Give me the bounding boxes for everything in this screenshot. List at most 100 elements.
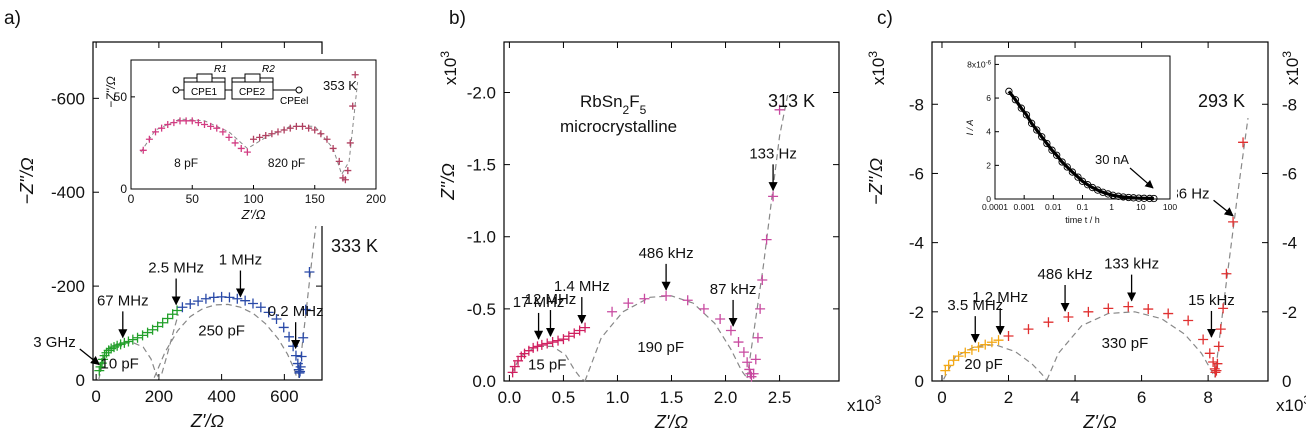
inset-data-point: [170, 119, 178, 127]
inset-data-point: [164, 121, 172, 128]
data-point: [536, 339, 547, 350]
y-tick-label: -4: [909, 234, 924, 253]
inset-data-point: [1114, 192, 1123, 200]
x-multiplier: x103: [847, 393, 881, 415]
inset-data-point: [1053, 151, 1061, 159]
fit-curve: [746, 92, 789, 379]
data-point: [750, 354, 761, 365]
data-point: [574, 325, 585, 336]
inset-data-point: [268, 130, 276, 138]
inset-x-tick-label: 0.01: [1045, 202, 1062, 212]
data-point: [757, 275, 768, 286]
data-point: [542, 338, 553, 349]
inset-x-label: Z'/Ω: [241, 207, 266, 222]
inset-data-point: [1043, 139, 1051, 148]
annotation-label: 486 kHz: [639, 245, 694, 262]
y-tick-label: -1.5: [467, 156, 496, 175]
inset-data-point: [1048, 146, 1056, 154]
data-point: [123, 336, 134, 347]
inset-data-point: [152, 128, 159, 136]
x-tick-label: 8: [1203, 388, 1212, 407]
fit-curve: [943, 344, 1048, 381]
inset-y-tick-label: 0: [120, 182, 127, 196]
inset-x-tick-label: 0.001: [1014, 202, 1036, 212]
x-tick-label: 1.0: [606, 388, 630, 407]
inset-data-point: [158, 124, 166, 132]
inset-data-point: [323, 135, 331, 143]
data-point: [528, 342, 539, 353]
cpe-el-label: CPEel: [280, 96, 308, 107]
data-point: [986, 337, 997, 348]
inset-data-point: [1099, 188, 1107, 196]
inset-data-point: [1011, 96, 1020, 104]
inset-annotation: 30 nA: [1095, 152, 1129, 167]
cpe1-label: CPE1: [191, 87, 218, 98]
data-point: [993, 335, 1004, 346]
data-point: [1163, 308, 1174, 319]
annotation-label: 133 Hz: [749, 145, 797, 162]
data-point: [558, 334, 569, 345]
inset-data-point: [201, 121, 208, 128]
temperature-label: 293 K: [1198, 91, 1245, 111]
data-point: [127, 334, 138, 345]
data-point: [177, 302, 188, 313]
annotation-label: 17 MHz: [513, 294, 565, 311]
data-point: [1208, 356, 1219, 367]
data-point: [1238, 137, 1249, 148]
annotation-label: 87 kHz: [710, 281, 757, 298]
data-point: [142, 327, 153, 338]
inset-data-point: [1058, 158, 1066, 166]
cpe2-label: CPE2: [239, 87, 266, 98]
inset-x-label: time t / h: [1065, 215, 1100, 225]
data-point: [255, 302, 266, 313]
inset-annotation-arrow: [1129, 167, 1154, 189]
annotation-label: 12 MHz: [525, 291, 577, 308]
inset-data-point: [1119, 193, 1127, 201]
inset-y-tick-label: 6: [986, 93, 991, 103]
capacitance-label: 10 pF: [100, 355, 138, 372]
r2-wire: [231, 77, 274, 90]
x-tick-label: 0.0: [498, 388, 522, 407]
y-tick-label: -200: [51, 277, 85, 296]
inset-bg: [945, 48, 1177, 218]
panel-label: b): [449, 8, 466, 29]
data-point: [240, 295, 251, 306]
y-tick-label-right: 0: [1282, 372, 1291, 391]
x-tick-label: 600: [270, 387, 298, 406]
data-point: [738, 347, 749, 358]
data-point: [1003, 331, 1014, 342]
annotation-label: 3 GHz: [33, 334, 76, 351]
data-point: [725, 325, 736, 336]
inset-data-point: [1068, 168, 1077, 176]
inset-data-point: [1150, 194, 1158, 203]
annotation-label: 3.5 MHz: [947, 297, 1003, 314]
x-tick-label: 1.5: [660, 388, 684, 407]
y-tick-label: -1.0: [467, 228, 496, 247]
inset-data-point: [317, 130, 325, 138]
data-point: [288, 341, 299, 352]
y-tick-label: -400: [51, 183, 85, 202]
inset-data-point: [262, 132, 270, 140]
inset-data-point: [346, 139, 354, 147]
x-tick-label: 2.5: [768, 388, 792, 407]
y-tick-label: 0: [915, 372, 924, 391]
data-point: [298, 332, 309, 343]
data-point: [296, 351, 307, 362]
data-point: [953, 351, 964, 362]
inset-data-point: [207, 122, 215, 130]
data-point: [1215, 324, 1226, 335]
inset-capacitance-label: 820 pF: [268, 156, 305, 170]
data-point: [147, 324, 158, 335]
inset-data-point: [188, 117, 196, 125]
fit-curve: [297, 201, 320, 378]
y-axis-label: −Z''/Ω: [866, 158, 886, 205]
data-point: [1221, 268, 1232, 279]
data-point: [137, 330, 148, 341]
inset-data-point: [344, 167, 352, 175]
data-point: [940, 365, 951, 376]
x-tick-label: 6: [1137, 388, 1146, 407]
inset-data-point: [335, 157, 343, 165]
inset-data-point: [1022, 111, 1031, 119]
capacitance-label: 250 pF: [198, 322, 245, 339]
data-point: [172, 305, 183, 316]
